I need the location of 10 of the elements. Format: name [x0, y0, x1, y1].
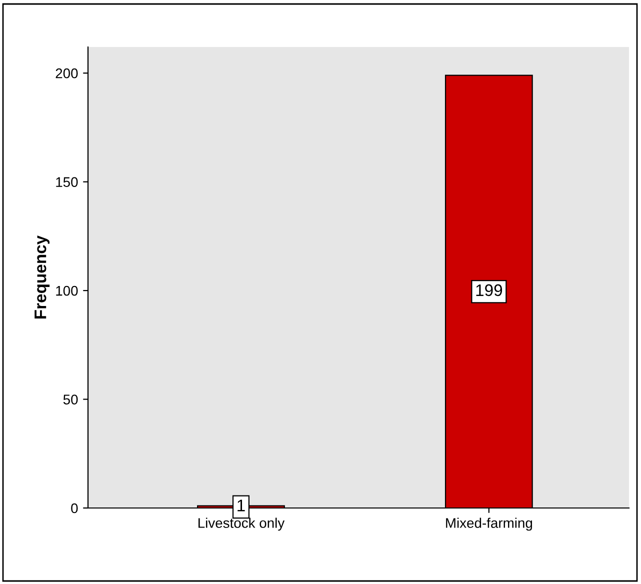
x-tick-label: Livestock only — [198, 518, 285, 531]
y-tick-label: 0 — [71, 503, 78, 514]
y-tick-label: 100 — [56, 286, 78, 296]
data-label: 199 — [476, 284, 502, 296]
y-tick-label: 150 — [56, 177, 78, 187]
y-tick-label: 200 — [56, 68, 78, 78]
y-tick-label: 50 — [63, 394, 78, 404]
x-tick-label: Mixed-farming — [446, 518, 532, 531]
y-axis-title: Frequency — [34, 235, 50, 319]
data-label: 1 — [238, 500, 245, 512]
